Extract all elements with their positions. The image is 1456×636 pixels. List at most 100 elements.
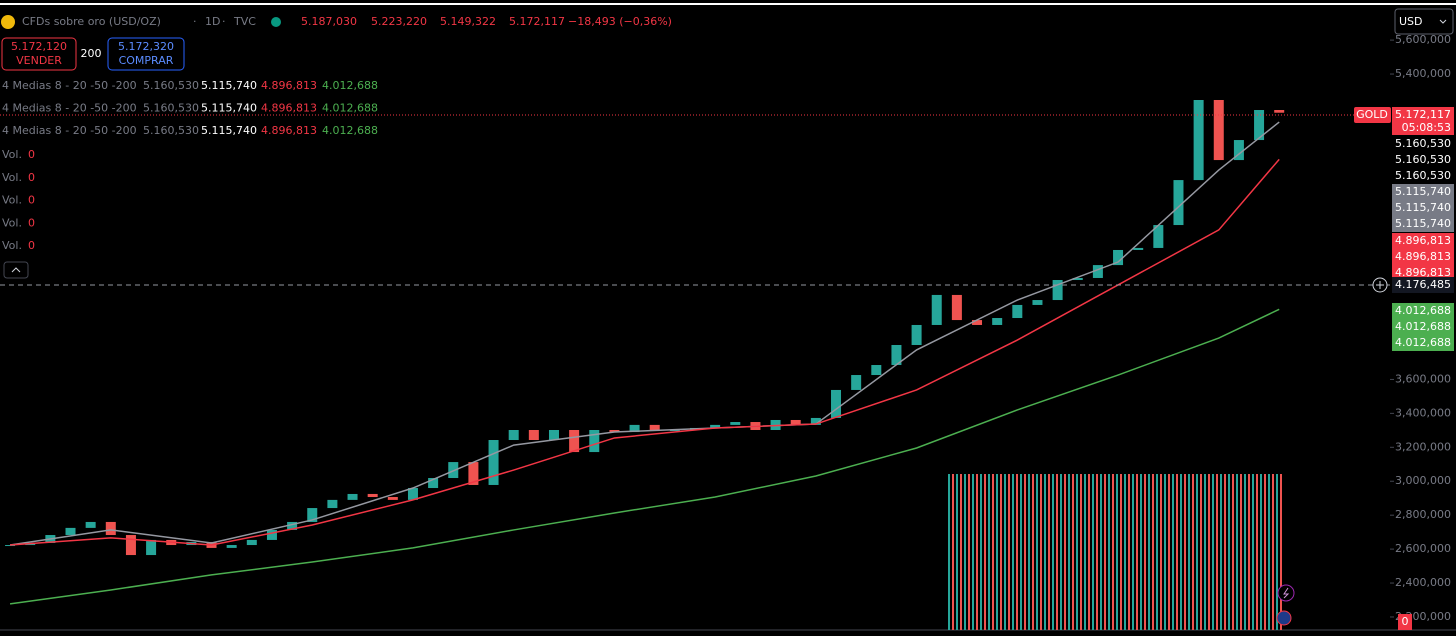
price-tag-text: 4.896,813 <box>1395 234 1451 247</box>
price-tag-text: 5.115,740 <box>1395 217 1451 230</box>
candle <box>972 320 983 325</box>
y-tick-label: 2,400,000 <box>1395 576 1451 589</box>
candle <box>1213 99 1224 161</box>
price-tag <box>1392 216 1454 232</box>
candle <box>629 424 640 433</box>
source: TVC <box>233 15 256 28</box>
sell-price: 5.172,120 <box>11 40 67 53</box>
buy-price: 5.172,320 <box>118 40 174 53</box>
crosshair-price: 4.176,485 <box>1395 278 1451 291</box>
candle <box>1173 180 1184 226</box>
candle <box>146 539 157 556</box>
candle <box>1052 280 1063 301</box>
candle <box>1133 247 1144 250</box>
indicator-value: 4.012,688 <box>322 102 378 115</box>
indicator-value: 5.115,740 <box>201 124 257 137</box>
open: 5.187,030 <box>301 15 357 28</box>
candle <box>669 429 680 431</box>
price-tag-text: 5.115,740 <box>1395 201 1451 214</box>
candle <box>1113 249 1124 266</box>
sell-button[interactable] <box>1 37 77 71</box>
symbol-icon <box>1 15 15 29</box>
y-tick-label: 2,600,000 <box>1395 542 1451 555</box>
candle <box>105 521 116 536</box>
price-axis: 5,600,000 5,400,000 3,600,000 3,400,000 3,20… <box>1390 33 1451 623</box>
volume-value: 0 <box>28 216 35 229</box>
separator: · <box>193 15 197 28</box>
dropdown-icon <box>1439 19 1447 24</box>
indicator-value: 5.160,530 <box>143 102 199 115</box>
y-tick-label: 3,000,000 <box>1395 474 1451 487</box>
candle <box>710 424 721 428</box>
country-flag[interactable] <box>1276 610 1292 626</box>
moving-average <box>9 308 1280 605</box>
candle <box>85 521 96 528</box>
y-tick-label: 3,200,000 <box>1395 440 1451 453</box>
collapse-button[interactable] <box>3 261 29 279</box>
y-tick-label: 3,400,000 <box>1395 406 1451 419</box>
indicator-name: 4 Medias 8 - 20 -50 -200 <box>2 124 137 137</box>
indicator-value: 5.115,740 <box>201 79 257 92</box>
y-tick-label: 3,600,000 <box>1395 372 1451 385</box>
volume-value: 0 <box>28 239 35 252</box>
candle <box>246 539 257 546</box>
last-price-tag <box>1392 107 1454 135</box>
separator: · <box>222 15 226 28</box>
price-tag-text: 4.012,688 <box>1395 336 1451 349</box>
moving-average <box>9 121 1280 546</box>
candle <box>831 389 842 418</box>
price-tag <box>1392 200 1454 216</box>
countdown: 05:08:53 <box>1402 121 1451 134</box>
indicator-value: 4.896,813 <box>261 102 317 115</box>
buy-label: COMPRAR <box>119 54 174 67</box>
volume-name: Vol. <box>2 216 22 229</box>
plot-area <box>5 99 1285 605</box>
price-tag <box>1392 319 1454 335</box>
candle <box>226 545 237 548</box>
candle <box>589 429 600 453</box>
change: −18,493 (−0,36%) <box>568 15 672 28</box>
candle <box>951 294 962 321</box>
price-tag-text: 4.012,688 <box>1395 304 1451 317</box>
currency-select[interactable] <box>1394 8 1454 35</box>
candle <box>1233 140 1244 161</box>
candle <box>1032 300 1043 305</box>
candle <box>1274 110 1285 113</box>
symbol-tag <box>1354 107 1391 123</box>
candle <box>851 375 862 390</box>
candle <box>548 429 559 441</box>
close: 5.172,117 <box>509 15 565 28</box>
candle <box>1193 99 1204 181</box>
candle <box>327 499 338 509</box>
indicator-value: 4.896,813 <box>261 79 317 92</box>
volume-name: Vol. <box>2 194 22 207</box>
buy-button[interactable] <box>107 37 185 71</box>
candle <box>266 529 277 540</box>
currency: USD <box>1399 15 1423 28</box>
low: 5.149,322 <box>440 15 496 28</box>
candle <box>931 294 942 325</box>
interval[interactable]: 1D <box>205 15 220 28</box>
price-tag-text: 5.160,530 <box>1395 153 1451 166</box>
price-tag-text: 5.160,530 <box>1395 137 1451 150</box>
price-tags: 5.160,530 5.160,530 5.160,530 5.115,740 5.11… <box>1392 136 1454 351</box>
volume-value: 0 <box>28 148 35 161</box>
candle <box>5 545 16 547</box>
candle <box>528 429 539 441</box>
chevron-icon <box>11 267 21 273</box>
candle <box>810 417 821 425</box>
price-tag-text: 4.012,688 <box>1395 320 1451 333</box>
event-icon[interactable] <box>1277 584 1295 602</box>
price-tag <box>1392 303 1454 319</box>
candle <box>1092 265 1103 278</box>
candle <box>307 508 318 522</box>
candle <box>508 429 519 441</box>
candle <box>468 462 479 485</box>
indicator-value: 5.160,530 <box>143 124 199 137</box>
lightning-icon <box>1283 587 1290 599</box>
plus-icon <box>1376 281 1384 289</box>
symbol: CFDs sobre oro (USD/OZ) <box>22 15 161 28</box>
volume-value: 0 <box>28 194 35 207</box>
candle <box>569 429 580 453</box>
last-price: 5.172,117 <box>1395 108 1451 121</box>
